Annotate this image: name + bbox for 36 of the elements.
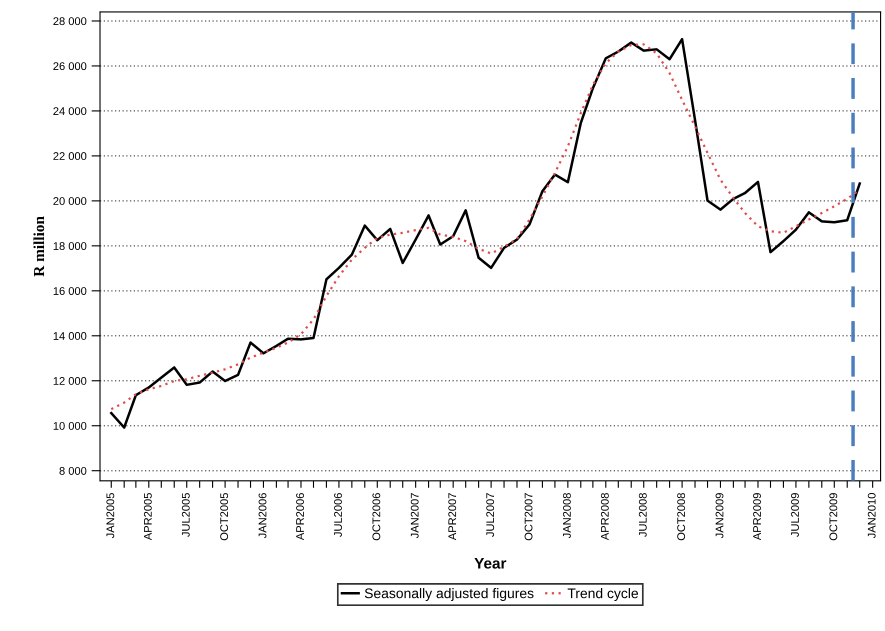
x-tick-label: JAN2005 [106,493,114,538]
x-tick-label: JAN2006 [258,493,266,538]
y-tick-label: 20 000 [53,197,86,206]
x-tick-label: APR2008 [600,493,609,540]
y-tick-label: 24 000 [53,107,86,116]
x-tick-label: JUL2009 [791,493,799,537]
y-tick-label: 26 000 [53,62,86,70]
x-tick-label: JUL2006 [334,493,342,537]
y-tick-label: 18 000 [54,242,86,250]
x-tick-label: JAN2008 [562,493,571,538]
x-tick-label: JUL2007 [486,493,494,537]
x-tick-label: APR2009 [753,493,761,540]
y-tick-label: 14 000 [54,332,86,340]
x-tick-label: JUL2008 [638,493,647,537]
x-tick-label: JAN2010 [868,493,876,538]
y-tick-label: 10 000 [54,422,86,430]
x-axis-title: Year [474,558,506,569]
x-tick-label: OCT2008 [677,493,686,540]
x-tick-label: APR2006 [296,493,304,540]
y-axis-title: R million [33,216,44,276]
y-tick-label: 28 000 [53,17,86,26]
x-tick-label: OCT2006 [372,493,380,540]
y-tick-label: 12 000 [54,377,86,385]
legend-label: Seasonally adjusted figures [364,588,534,601]
x-tick-label: OCT2007 [524,493,532,540]
x-tick-label: OCT2005 [220,493,228,540]
x-tick-label: APR2005 [144,493,152,540]
y-tick-label: 22 000 [53,152,86,160]
x-tick-label: OCT2009 [829,493,838,540]
x-tick-label: JAN2007 [410,493,419,538]
x-tick-label: JUL2005 [182,493,190,537]
legend-label: Trend cycle [568,588,638,601]
y-tick-label: 8 000 [59,466,86,475]
y-tick-label: 16 000 [54,287,86,295]
x-tick-label: JAN2009 [716,493,724,538]
x-tick-label: APR2007 [448,493,456,540]
